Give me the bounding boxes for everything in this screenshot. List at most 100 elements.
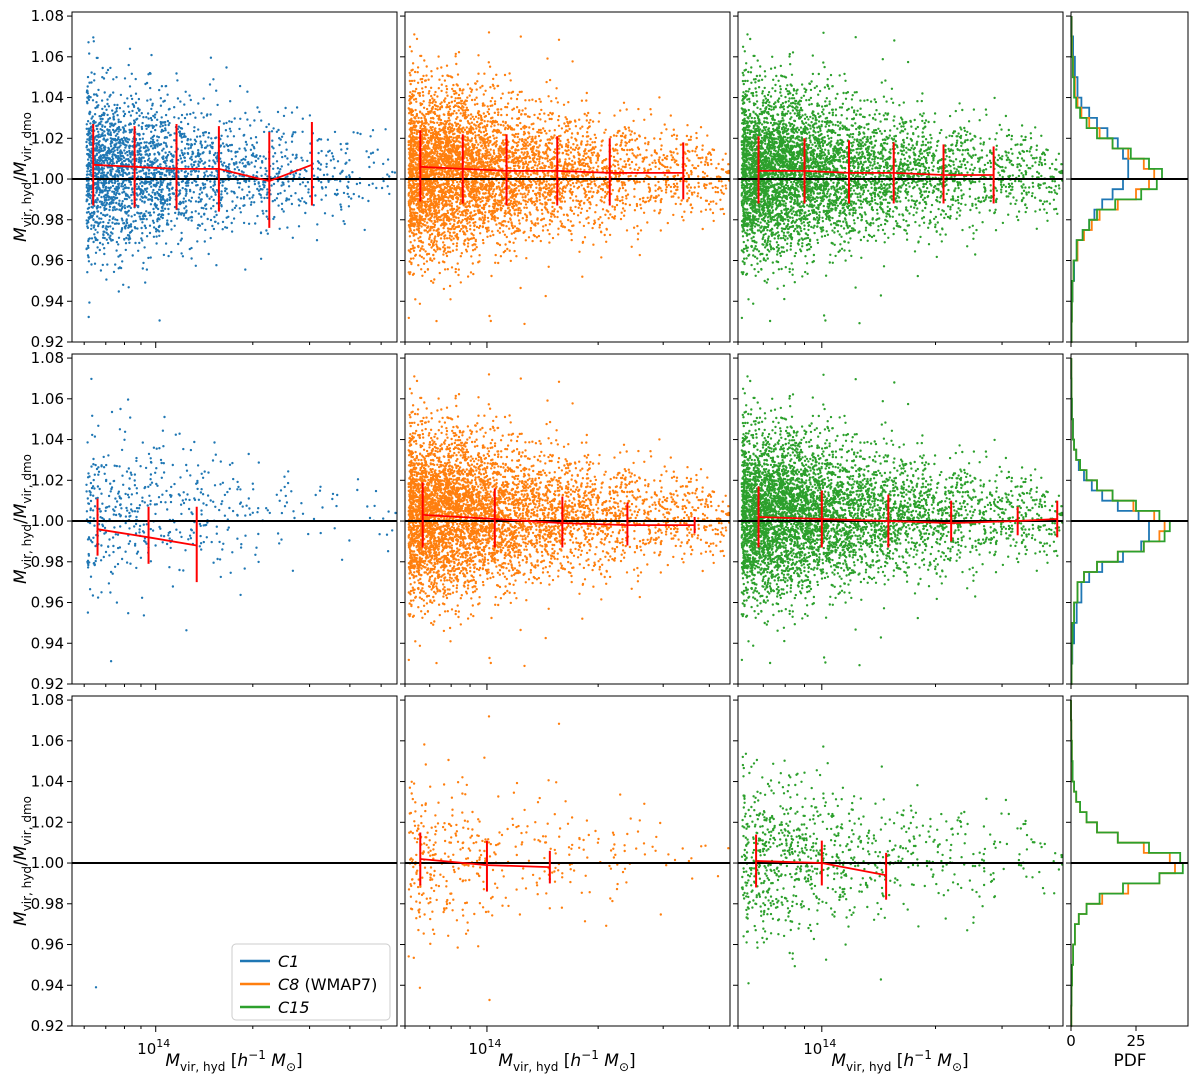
label-part: M [932,1051,952,1071]
y-tick-label: 0.98 [31,553,64,571]
y-tick-label: 0.92 [31,1017,64,1035]
y-tick-label: 0.94 [31,292,64,310]
scatter-panel-0-2 [741,32,1064,325]
label-part: vir, hyd [513,1060,558,1074]
panel-frame [72,354,397,684]
y-tick-label: 1.06 [31,390,64,408]
y-tick-label: 1.00 [31,854,64,872]
y-tick-label: 1.06 [31,48,64,66]
x-axis-label: Mvir, hyd [h−1 M⊙] [498,1048,635,1074]
label-part: vir, dmo [20,796,34,846]
y-tick-label: 0.96 [31,594,64,612]
label-part: [ [225,1051,237,1071]
legend: C1 C8 (WMAP7) C15 [232,944,390,1020]
y-tick-label: 1.06 [31,732,64,750]
y-tick-label: 0.98 [31,895,64,913]
label-part: M [11,503,31,518]
scatter-panel-2-2 [741,745,1064,984]
legend-label-main: C1 [278,952,299,971]
hist-x-tick-label: 0 [1066,1032,1076,1050]
panel-frame [405,696,730,1026]
y-tick-label: 1.08 [31,7,64,25]
legend-label-main: C15 [278,998,310,1017]
label-part: h [903,1051,914,1071]
y-tick-label: 1.08 [31,349,64,367]
scatter-points [741,374,1064,667]
legend-label: C15 [278,998,310,1017]
y-tick-label: 1.02 [31,129,64,147]
y-tick-label: 0.94 [31,634,64,652]
legend-label-main: C8 [278,975,299,994]
label-part: M [11,161,31,176]
y-axis-label: Mvir, hyd/Mvir, dmo [11,112,34,242]
y-tick-label: 1.02 [31,471,64,489]
scatter-panel-1-2 [741,374,1064,667]
label-part: −1 [581,1048,599,1062]
label-part: −1 [914,1048,932,1062]
label-part: M [11,569,31,584]
scatter-points [741,745,1064,984]
label-part: M [831,1051,846,1071]
label-part: h [570,1051,581,1071]
scatter-point-cloud [408,715,730,1001]
y-tick-label: 1.08 [31,691,64,709]
x-tick-label: 1014 [468,1037,501,1058]
label-part: ⊙ [619,1060,629,1074]
label-part: vir, hyd [20,182,34,227]
scatter-points [95,986,97,988]
y-tick-label: 0.98 [31,211,64,229]
label-part: [ [558,1051,570,1071]
y-tick-label: 1.02 [31,813,64,831]
label-part: −1 [248,1048,266,1062]
label-part: vir, hyd [20,866,34,911]
label-part: [ [891,1051,903,1071]
panel-frame [72,12,397,342]
x-axis-label: Mvir, hyd [h−1 M⊙] [165,1048,302,1074]
label-part: h [237,1051,248,1071]
label-part: vir, hyd [846,1060,891,1074]
legend-label-note: (WMAP7) [299,975,377,994]
hist-x-axis-label: PDF [1113,1051,1146,1071]
label-part: vir, hyd [20,524,34,569]
label-part: M [11,911,31,926]
y-tick-label: 0.94 [31,976,64,994]
panel-frame [1071,12,1188,342]
label-part: ] [629,1051,636,1071]
y-tick-label: 1.04 [31,773,64,791]
y-axis-label: Mvir, hyd/Mvir, dmo [11,454,34,584]
label-part: vir, hyd [180,1060,225,1074]
label-part: M [498,1051,513,1071]
hist-x-tick-label: 25 [1126,1032,1145,1050]
label-part: M [165,1051,180,1071]
y-axis-label: Mvir, hyd/Mvir, dmo [11,796,34,926]
y-tick-label: 0.96 [31,252,64,270]
y-tick-label: 1.04 [31,431,64,449]
label-part: M [599,1051,619,1071]
y-tick-label: 0.96 [31,936,64,954]
x-tick-exponent: 14 [156,1037,170,1050]
label-part: ] [962,1051,969,1071]
legend-label: C8 (WMAP7) [278,975,377,994]
label-part: M [11,845,31,860]
scatter-points [741,32,1064,325]
x-axis-label: Mvir, hyd [h−1 M⊙] [831,1048,968,1074]
x-tick-exponent: 14 [487,1037,501,1050]
scatter-point-cloud [95,986,97,988]
y-tick-label: 1.00 [31,512,64,530]
scatter-panel-2-1 [408,715,730,1001]
y-tick-label: 1.00 [31,170,64,188]
panel-frame [1071,354,1188,684]
scatter-point-cloud [741,745,1064,984]
label-part: M [11,227,31,242]
label-part: ⊙ [952,1060,962,1074]
scatter-panel-2-0 [95,986,97,988]
y-tick-label: 1.04 [31,89,64,107]
label-part: M [266,1051,286,1071]
x-tick-exponent: 14 [822,1037,836,1050]
label-part: ] [296,1051,303,1071]
scatter-point-cloud [741,32,1064,325]
label-part: vir, dmo [20,454,34,504]
legend-label: C1 [278,952,299,971]
scatter-points [408,715,730,1001]
